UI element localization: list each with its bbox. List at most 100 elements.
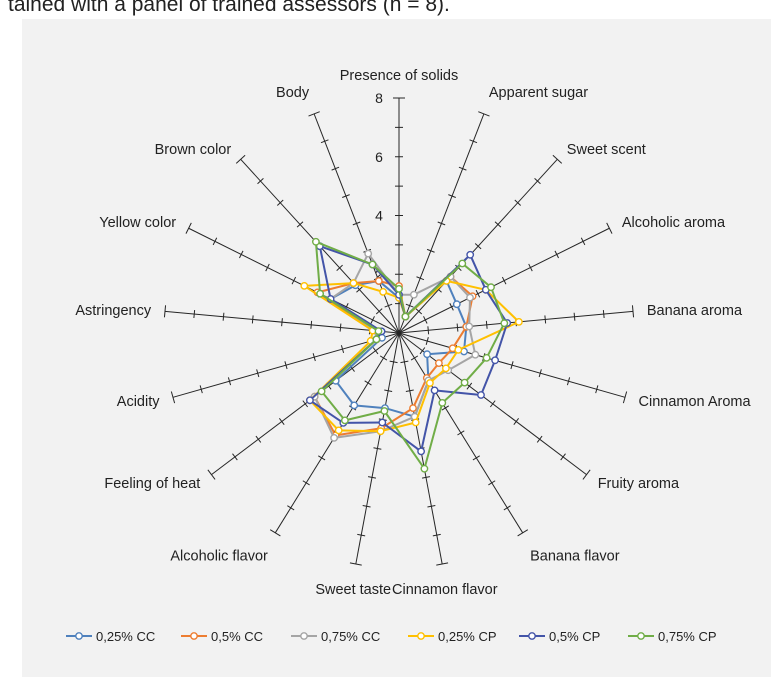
radar-axis-tick — [503, 505, 511, 511]
radar-axis-tick — [456, 323, 459, 332]
radar-axis-tick — [494, 221, 502, 228]
radar-axis-tick — [193, 309, 196, 319]
radar-axis-label: Body — [276, 85, 310, 101]
legend-entry: 0,75% CC — [291, 629, 380, 644]
radar-axis-tick — [514, 199, 522, 206]
radar-axis-tick — [573, 312, 576, 321]
radar-axis-tick — [287, 505, 295, 511]
radar-axis-tick — [534, 177, 541, 185]
radar-axis-label: Yellow color — [99, 215, 176, 231]
radar-axis-tick — [336, 264, 343, 271]
radar-axes — [163, 97, 635, 566]
legend-entry: 0,25% CC — [66, 629, 155, 644]
radar-axis-tick — [357, 533, 366, 537]
radar-point — [441, 364, 450, 373]
radar-point — [420, 464, 429, 473]
radar-point — [438, 398, 447, 407]
radar-axis-tick — [222, 312, 225, 321]
radar-axis-label: Sweet scent — [567, 142, 646, 158]
radar-axis-tick — [373, 447, 382, 450]
radar-axis-tick — [602, 309, 605, 319]
radar-axis-tick — [436, 562, 449, 566]
radar-axis-tick — [566, 377, 571, 386]
radar-axis-tick — [489, 400, 496, 408]
radar-point — [311, 237, 320, 246]
radar-axis-tick — [554, 250, 560, 259]
radar-point — [380, 407, 389, 415]
legend-label: 0,25% CC — [96, 629, 155, 644]
radar-axis-tick — [457, 430, 465, 436]
radar-axis-tick — [501, 276, 507, 285]
radar-series-line — [313, 275, 474, 437]
radar-axis-tick — [352, 221, 361, 226]
radar-point — [305, 396, 314, 405]
header-caption: tained with a panel of trained assessors… — [8, 0, 450, 16]
radar-axis-tick — [340, 345, 345, 354]
radar-axis-tick — [281, 318, 283, 327]
chart-legend: 0,25% CC 0,5% CC 0,75% CC 0,25% CP 0,5% CP 0,… — [66, 629, 717, 644]
legend-swatch-marker — [75, 632, 83, 640]
radar-axis-tick — [475, 289, 481, 298]
radar-axis-tick — [426, 248, 435, 253]
legend-label: 0,25% CP — [438, 629, 497, 644]
radar-axis-tick — [278, 418, 285, 426]
radar-point — [334, 426, 343, 435]
radar-axis-label: Cinnamon Aroma — [639, 394, 752, 410]
radar-series — [300, 276, 523, 436]
radar-tick-label: 6 — [375, 149, 383, 165]
radar-point — [330, 433, 338, 442]
radar-axis-tick — [349, 562, 362, 566]
radar-axis-tick — [606, 222, 613, 234]
radar-axis-tick — [232, 453, 238, 461]
radar-point — [395, 284, 403, 293]
radar-axis-tick — [474, 243, 482, 250]
radar-axis-tick — [449, 303, 454, 311]
radar-axis-label: Feeling of heat — [104, 476, 200, 492]
radar-axis-tick — [356, 286, 363, 293]
radar-point — [349, 279, 358, 287]
radar-axis-tick — [251, 315, 254, 324]
radar-series — [311, 237, 509, 473]
radar-axis-tick — [622, 391, 628, 404]
radar-axis-tick — [331, 166, 340, 171]
radar-axis-tick — [510, 361, 514, 370]
radar-axis-tick — [302, 400, 309, 408]
radar-axis-tick — [544, 315, 547, 324]
radar-point — [376, 427, 385, 436]
radar-axis-tick — [379, 355, 388, 361]
radar-axis-tick — [227, 377, 232, 386]
radar-axis-tick — [284, 361, 288, 370]
radar-axis-tick — [199, 385, 203, 394]
radar-point — [425, 379, 434, 387]
radar-point — [487, 283, 495, 292]
radar-axis-label: Alcoholic flavor — [170, 549, 268, 565]
radar-axis-label: Acidity — [117, 394, 160, 410]
radar-axis-tick — [631, 305, 635, 318]
legend-label: 0,5% CP — [549, 629, 600, 644]
radar-point — [316, 289, 324, 298]
radar-axis-tick — [291, 276, 297, 285]
radar-axis-tick — [302, 480, 310, 486]
legend-entry: 0,25% CP — [408, 629, 497, 644]
radar-point — [411, 418, 420, 427]
radar-point — [368, 260, 377, 269]
radar-axis-tick — [517, 529, 529, 537]
radar-axis-tick — [513, 418, 520, 426]
radar-axis-tick — [419, 347, 426, 355]
radar-axis-label: Banana flavor — [530, 549, 620, 565]
radar-point — [364, 249, 373, 258]
radar-axis-tick — [478, 111, 490, 117]
radar-axis-tick — [238, 250, 244, 259]
radar-axis-tick — [367, 476, 377, 479]
radar-axis-tick — [257, 177, 264, 185]
radar-axis-tick — [421, 476, 431, 479]
radar-axis-tick — [448, 194, 456, 198]
radar-point — [465, 322, 474, 331]
radar-axis-tick — [207, 469, 216, 480]
radar-axis-tick — [485, 320, 488, 329]
legend-swatch-marker — [300, 632, 308, 640]
radar-axis-tick — [185, 222, 192, 234]
radar-series-line — [314, 240, 506, 470]
